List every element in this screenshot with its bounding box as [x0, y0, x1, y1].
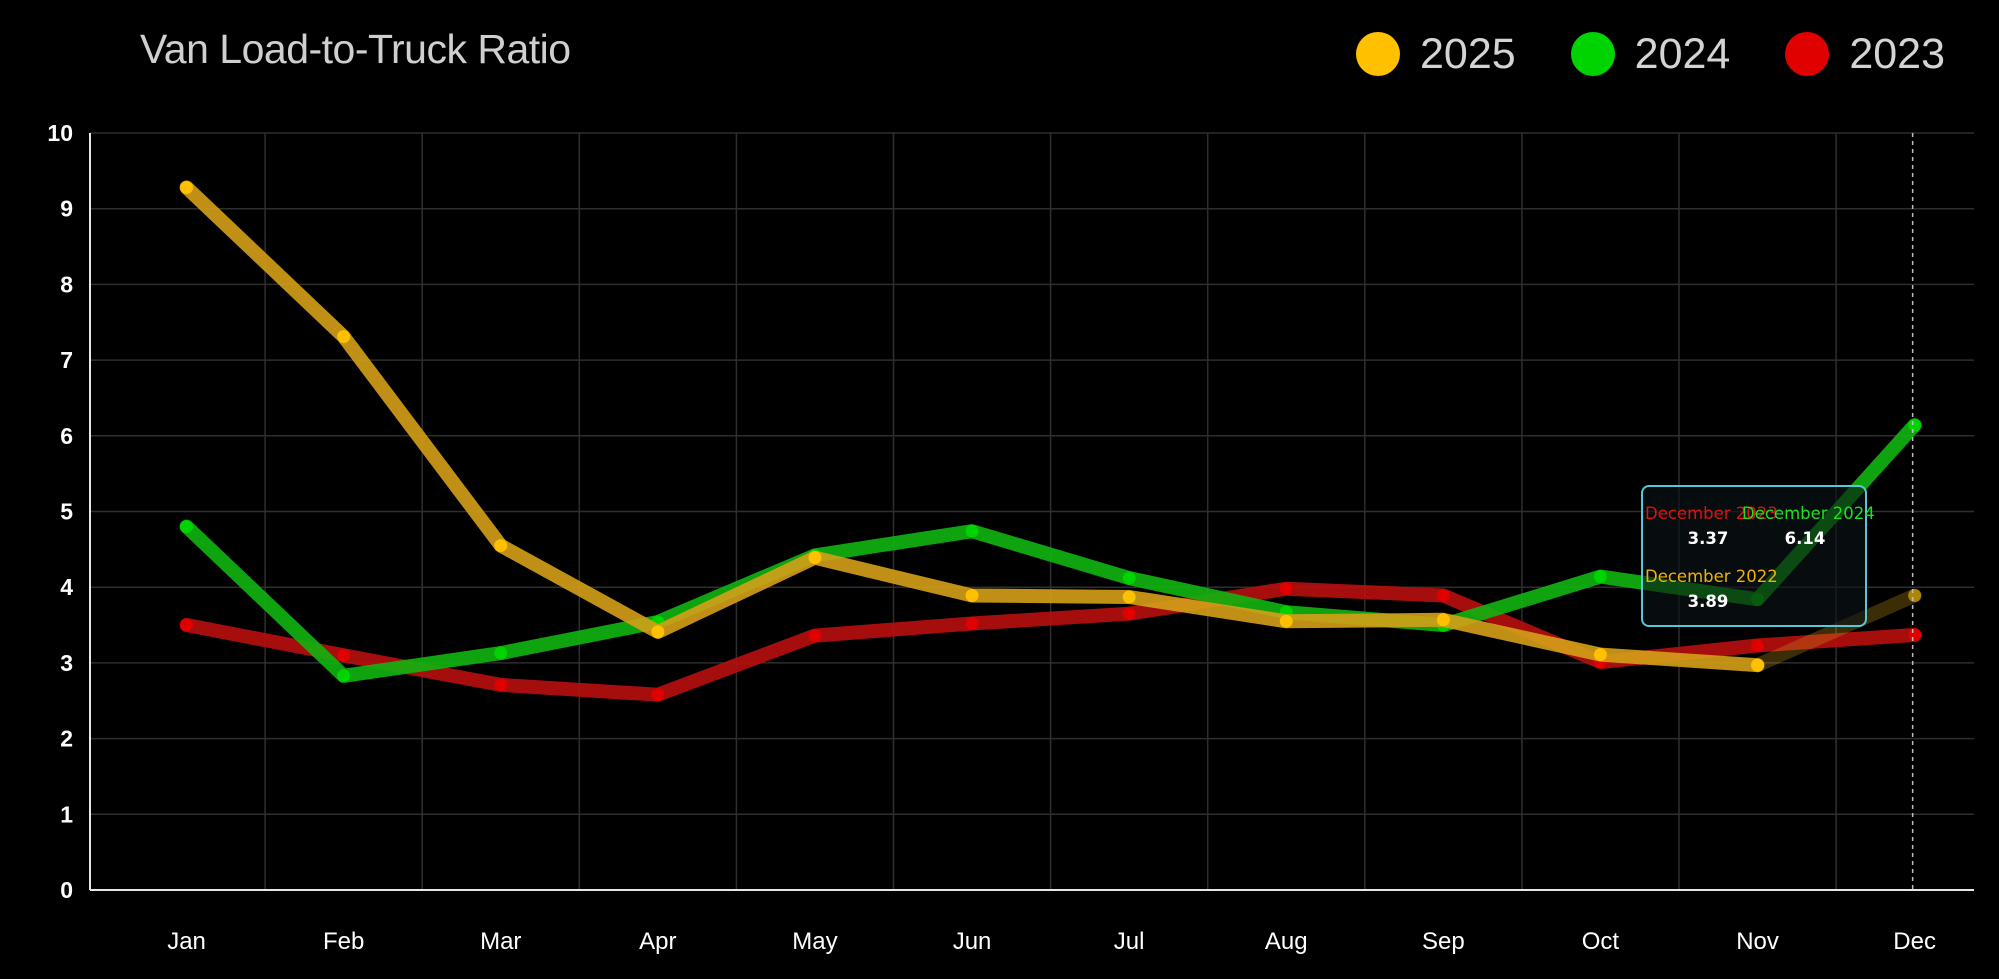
y-tick-label: 3: [60, 650, 73, 676]
x-tick-label: Mar: [480, 928, 521, 955]
data-point-partial[interactable]: [1751, 658, 1765, 672]
data-point-2023[interactable]: [1751, 638, 1765, 652]
y-tick-label: 5: [60, 499, 73, 525]
data-point-2023[interactable]: [965, 617, 979, 631]
data-point-2024[interactable]: [337, 669, 351, 683]
series-group[interactable]: [179, 180, 1922, 702]
legend-swatch-2025: [1355, 32, 1400, 76]
data-point-2025[interactable]: [808, 551, 822, 565]
y-tick-label: 1: [60, 801, 73, 827]
data-point-2023[interactable]: [1279, 582, 1293, 596]
y-tick-label: 9: [60, 196, 73, 222]
data-point-2023[interactable]: [651, 688, 665, 702]
data-point-2025[interactable]: [651, 625, 665, 639]
y-tick-label: 6: [60, 423, 73, 449]
tooltip-label: December 2023: [1645, 504, 1778, 523]
legend-label-2025: 2025: [1419, 29, 1516, 78]
x-tick-label: Jan: [167, 928, 206, 955]
y-tick-label: 0: [60, 877, 73, 903]
data-point-2025[interactable]: [337, 330, 351, 344]
x-tick-label: Jun: [953, 928, 992, 955]
tooltip-value: 3.37: [1687, 529, 1729, 548]
x-tick-label: May: [792, 928, 837, 955]
tooltip-entry: December 2023 3.37: [1645, 504, 1778, 548]
tooltip-value: 3.89: [1687, 592, 1729, 611]
legend-item-2025[interactable]: 2025: [1355, 29, 1516, 79]
y-tick-label: 8: [60, 271, 73, 297]
series-line-2024[interactable]: [179, 418, 1922, 683]
y-tick-label: 2: [60, 726, 73, 752]
data-point-2025[interactable]: [1593, 648, 1607, 662]
data-point-2025[interactable]: [1279, 614, 1293, 628]
legend-item-2023[interactable]: 2023: [1785, 30, 1945, 79]
legend-swatch-2023: [1785, 32, 1830, 76]
tooltip-entry: December 2022 3.89: [1645, 567, 1778, 611]
data-point-2023[interactable]: [1908, 628, 1922, 642]
data-point-2025[interactable]: [180, 181, 194, 195]
legend: 2025 2024 2023: [1301, 26, 1945, 82]
data-point-2023[interactable]: [494, 678, 508, 692]
data-point-2024[interactable]: [1122, 571, 1136, 585]
tooltip-label: December 2022: [1645, 567, 1778, 586]
tooltip-entry: December 2024 6.14: [1742, 504, 1875, 548]
data-point-2024[interactable]: [965, 524, 979, 538]
x-tick-label: Oct: [1582, 928, 1620, 955]
y-tick-label: 10: [47, 120, 73, 146]
data-point-2024[interactable]: [1593, 570, 1607, 584]
y-tick-label: 4: [60, 574, 73, 600]
data-point-2024[interactable]: [180, 520, 194, 534]
x-tick-label: Feb: [323, 928, 364, 955]
data-point-2025[interactable]: [494, 539, 508, 553]
data-point-2023[interactable]: [180, 618, 194, 632]
data-point-2023[interactable]: [337, 648, 351, 662]
data-point-2024[interactable]: [1908, 418, 1922, 432]
legend-swatch-2024: [1570, 32, 1615, 76]
legend-item-2024[interactable]: 2024: [1570, 29, 1731, 79]
data-point-2023[interactable]: [1436, 589, 1450, 603]
data-point-2025[interactable]: [1436, 613, 1450, 627]
x-tick-label: Apr: [639, 928, 676, 955]
data-point-2023[interactable]: [1122, 607, 1136, 621]
x-tick-label: Nov: [1736, 928, 1779, 955]
legend-label-2024: 2024: [1634, 29, 1731, 78]
series-line-partial[interactable]: [1750, 588, 1922, 673]
data-point-2023[interactable]: [808, 629, 822, 643]
y-tick-label: 7: [60, 347, 73, 373]
tooltip-label: December 2024: [1742, 504, 1875, 523]
data-point-2025[interactable]: [965, 589, 979, 603]
data-point-partial[interactable]: [1908, 589, 1922, 603]
tooltip: December 2023 3.37 December 2024 6.14 De…: [1641, 485, 1875, 627]
tooltip-value: 6.14: [1784, 529, 1826, 548]
data-point-2025[interactable]: [1122, 590, 1136, 604]
x-tick-label: Sep: [1422, 928, 1465, 955]
x-tick-label: Jul: [1114, 928, 1145, 955]
x-tick-label: Dec: [1893, 928, 1936, 955]
axes: 0 1 2 3 4 5 6 7 8 9 10 Jan Feb Mar Apr May Jun Jul Aug Sep O…: [47, 120, 1974, 955]
chart-title: Van Load-to-Truck Ratio: [140, 26, 571, 72]
data-point-2024[interactable]: [494, 646, 508, 660]
x-tick-label: Aug: [1265, 928, 1308, 955]
legend-label-2023: 2023: [1849, 29, 1945, 78]
